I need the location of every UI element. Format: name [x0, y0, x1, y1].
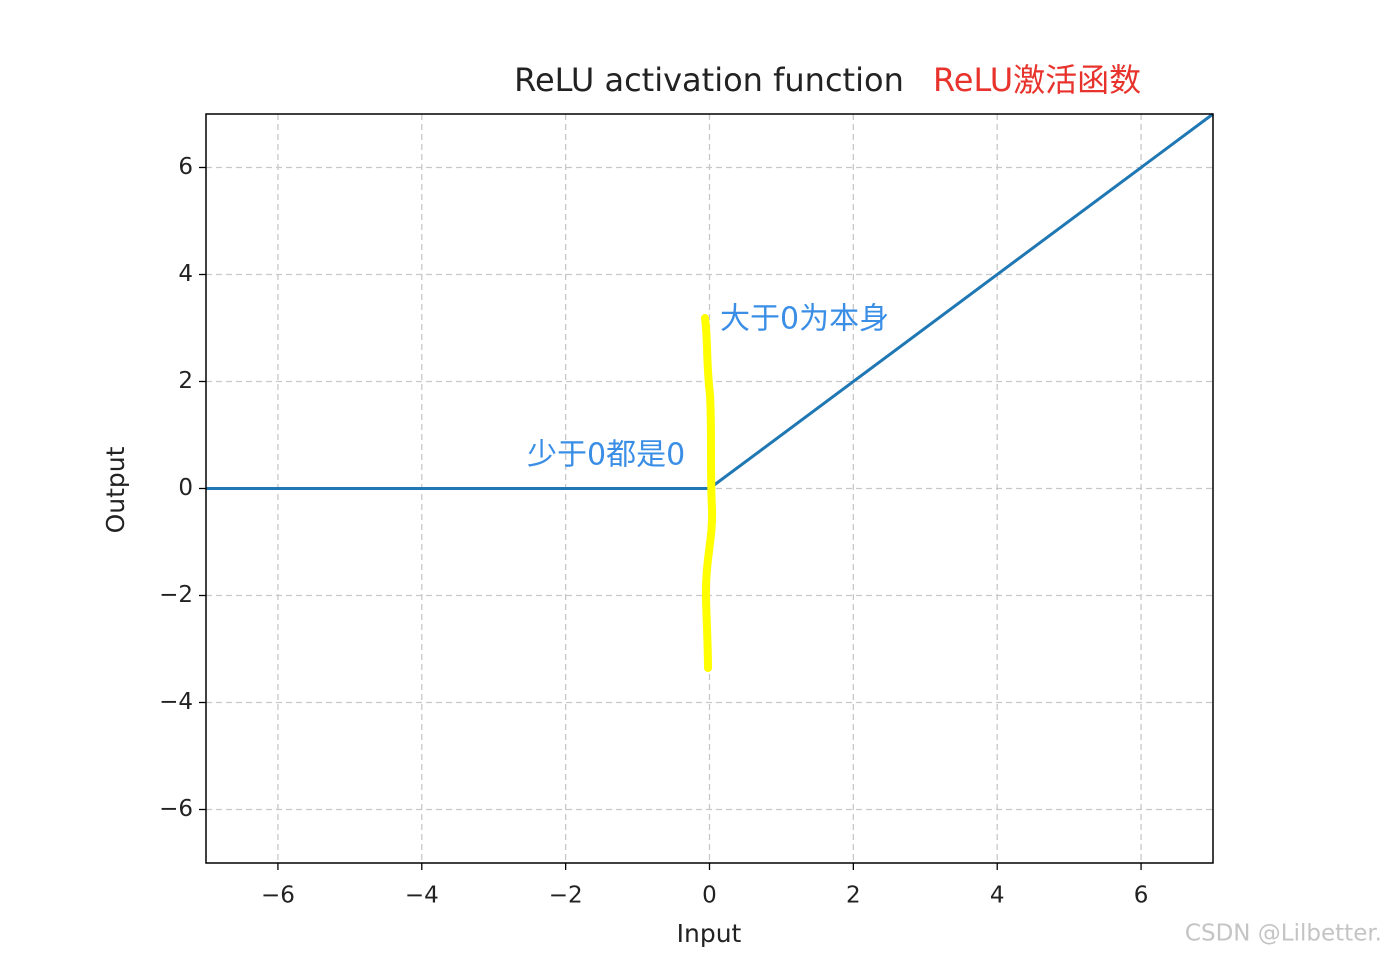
y-tick-label: −4 — [159, 689, 193, 715]
chart-title: ReLU activation function — [514, 61, 904, 99]
annotation: ReLU激活函数 — [933, 61, 1141, 99]
x-tick-label: 0 — [702, 883, 717, 909]
annotation: 大于0为本身 — [720, 302, 889, 337]
y-tick-label: 2 — [178, 368, 193, 394]
y-tick-label: 6 — [178, 154, 193, 180]
y-axis-label: Output — [101, 446, 130, 533]
x-tick-label: −6 — [261, 883, 295, 909]
y-tick-label: −2 — [159, 582, 193, 608]
x-tick-label: −4 — [405, 883, 439, 909]
x-tick-label: 2 — [846, 883, 861, 909]
highlight-stroke — [701, 314, 717, 672]
x-tick-label: −2 — [549, 883, 583, 909]
y-tick-label: 4 — [178, 261, 193, 287]
annotation: 少于0都是0 — [527, 438, 685, 473]
x-axis-label: Input — [677, 919, 742, 948]
watermark: CSDN @Lilbetter. — [1185, 921, 1382, 947]
x-tick-label: 6 — [1134, 883, 1149, 909]
y-tick-label: 0 — [178, 475, 193, 501]
y-tick-label: −6 — [159, 796, 193, 822]
x-tick-label: 4 — [990, 883, 1005, 909]
